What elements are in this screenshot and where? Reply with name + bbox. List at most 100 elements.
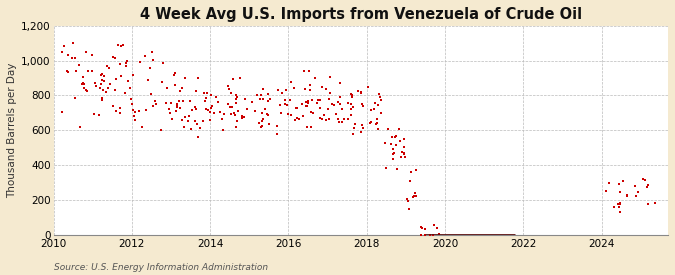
Point xyxy=(638,177,649,181)
Point xyxy=(314,106,325,111)
Point xyxy=(108,104,119,108)
Point xyxy=(613,182,624,186)
Point xyxy=(323,107,333,111)
Point xyxy=(336,107,347,111)
Point xyxy=(273,88,284,92)
Point xyxy=(358,125,369,130)
Point xyxy=(275,111,286,115)
Point xyxy=(190,89,201,94)
Point xyxy=(95,82,106,86)
Point xyxy=(321,87,331,91)
Point xyxy=(272,124,283,128)
Point xyxy=(630,194,641,198)
Point xyxy=(97,87,108,92)
Point xyxy=(225,105,236,109)
Point xyxy=(171,105,182,110)
Point xyxy=(358,104,369,108)
Point xyxy=(173,99,184,103)
Point xyxy=(76,81,87,86)
Point xyxy=(285,98,296,102)
Point xyxy=(156,128,167,133)
Point xyxy=(103,86,113,90)
Point xyxy=(641,185,652,189)
Point xyxy=(649,200,660,205)
Point xyxy=(257,119,268,123)
Point xyxy=(171,102,182,106)
Point xyxy=(425,232,435,237)
Point xyxy=(224,87,235,91)
Point xyxy=(309,75,320,80)
Point xyxy=(258,117,269,122)
Point xyxy=(391,143,402,147)
Point xyxy=(175,105,186,110)
Point xyxy=(205,110,215,114)
Point xyxy=(356,91,367,95)
Point xyxy=(256,124,267,128)
Point xyxy=(374,95,385,100)
Point xyxy=(97,78,108,82)
Point xyxy=(253,121,264,125)
Point xyxy=(198,119,209,123)
Point xyxy=(417,225,428,230)
Point xyxy=(349,125,360,130)
Point xyxy=(388,157,399,161)
Point xyxy=(347,95,358,99)
Point xyxy=(274,102,285,107)
Point xyxy=(400,154,410,159)
Point xyxy=(186,107,197,112)
Point xyxy=(277,91,288,96)
Point xyxy=(388,152,399,156)
Point xyxy=(122,59,132,63)
Point xyxy=(373,127,383,131)
Point xyxy=(169,73,180,77)
Point xyxy=(70,56,80,60)
Point xyxy=(325,75,335,79)
Point xyxy=(410,191,421,195)
Point xyxy=(111,109,122,113)
Point xyxy=(342,116,353,121)
Point xyxy=(105,82,115,86)
Point xyxy=(94,113,105,117)
Point xyxy=(231,101,242,105)
Point xyxy=(210,95,221,99)
Point xyxy=(194,126,205,130)
Point xyxy=(399,136,410,141)
Point xyxy=(385,142,396,146)
Point xyxy=(315,116,325,120)
Point xyxy=(390,135,401,139)
Point xyxy=(99,79,110,83)
Point xyxy=(376,98,387,103)
Point xyxy=(67,56,78,60)
Point xyxy=(120,64,131,68)
Point xyxy=(304,69,315,73)
Point xyxy=(271,131,282,136)
Point xyxy=(263,99,273,103)
Point xyxy=(219,112,230,116)
Point xyxy=(107,54,118,59)
Point xyxy=(356,123,367,127)
Point xyxy=(373,103,383,108)
Point xyxy=(115,106,126,110)
Point xyxy=(202,108,213,112)
Point xyxy=(399,150,410,155)
Point xyxy=(433,232,444,236)
Point xyxy=(95,73,106,78)
Point xyxy=(335,95,346,99)
Point xyxy=(332,100,343,104)
Point xyxy=(90,81,101,85)
Point xyxy=(232,109,243,113)
Point xyxy=(371,117,382,121)
Point xyxy=(313,98,323,102)
Point xyxy=(402,199,413,203)
Point xyxy=(200,107,211,112)
Point xyxy=(126,97,137,101)
Point xyxy=(300,104,311,108)
Point xyxy=(69,95,80,100)
Point xyxy=(83,69,94,73)
Point xyxy=(184,99,195,103)
Point xyxy=(58,43,69,48)
Point xyxy=(429,223,439,228)
Point xyxy=(246,100,257,104)
Point xyxy=(301,100,312,104)
Point xyxy=(90,83,101,88)
